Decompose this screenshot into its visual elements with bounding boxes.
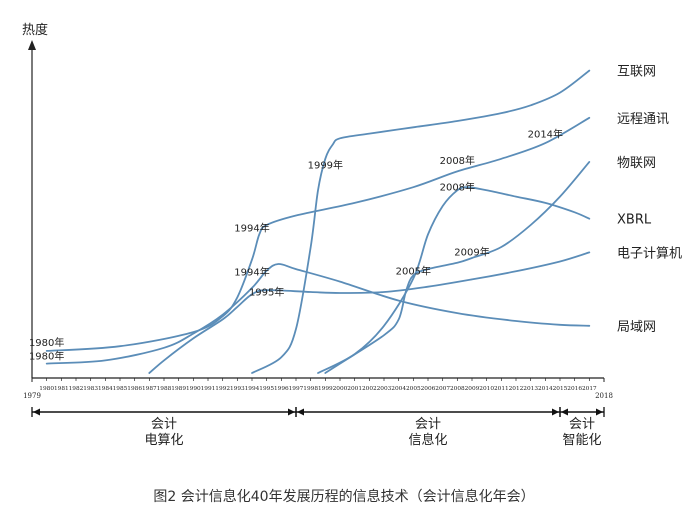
point-label-8: 2008年 [440, 180, 475, 193]
point-label-6: 2008年 [440, 154, 475, 167]
x-start-label: 1979 [23, 392, 41, 400]
x-tick-label: 2006 [421, 386, 436, 392]
period-label-1-1: 信息化 [408, 432, 447, 448]
series-label-1: 远程通讯 [617, 112, 669, 127]
point-label-1: 1980年 [29, 349, 64, 362]
x-tick-label: 1990 [186, 386, 201, 392]
period-arrow-right-0 [288, 408, 295, 416]
x-tick-label: 1997 [289, 386, 304, 392]
period-arrow-right-1 [552, 408, 559, 416]
x-tick-label: 2007 [435, 386, 450, 392]
x-tick-label: 2012 [509, 386, 524, 392]
period-arrow-left-0 [33, 408, 40, 416]
series-label-2: 物联网 [617, 156, 656, 171]
x-tick-label: 1992 [215, 386, 230, 392]
x-tick-label: 1995 [259, 386, 274, 392]
point-label-5: 1999年 [308, 158, 343, 171]
series-label-5: 局域网 [617, 320, 656, 335]
period-arrow-left-2 [561, 408, 568, 416]
y-axis-label: 热度 [22, 22, 48, 38]
chart-axes: 热度 [22, 22, 605, 382]
x-tick-label: 1981 [54, 386, 69, 392]
series-label-3: XBRL [617, 213, 652, 228]
x-end-label: 2018 [595, 392, 613, 400]
x-tick-label: 2000 [333, 386, 348, 392]
period-label-2-0: 会计 [569, 417, 595, 432]
x-tick-label: 1980 [39, 386, 54, 392]
x-tick-label: 1985 [113, 386, 128, 392]
x-tick-label: 2004 [391, 386, 406, 392]
period-arrow-left-1 [297, 408, 304, 416]
point-label-4: 1995年 [249, 286, 284, 299]
point-label-2: 1994年 [234, 221, 269, 234]
x-tick-label: 2017 [582, 386, 597, 392]
x-tick-label: 1986 [127, 386, 142, 392]
point-label-7: 2014年 [528, 128, 563, 141]
figure-caption: 图2 会计信息化40年发展历程的信息技术（会计信息化年会） [153, 489, 535, 505]
x-tick-label: 1993 [230, 386, 245, 392]
point-label-3: 1994年 [234, 265, 269, 278]
series-line-1 [45, 116, 591, 352]
x-tick-label: 2013 [523, 386, 538, 392]
series-line-4 [148, 251, 591, 374]
series-line-3 [317, 186, 591, 374]
x-tick-label: 2005 [406, 386, 421, 392]
series-label-4: 电子计算机 [617, 246, 682, 261]
x-tick-label: 1982 [69, 386, 84, 392]
series-lines [45, 69, 591, 374]
x-tick-label: 1984 [98, 386, 113, 392]
x-tick-label: 1999 [318, 386, 333, 392]
point-label-9: 2009年 [454, 246, 489, 259]
x-tick-label: 1987 [142, 386, 157, 392]
x-tick-label: 2015 [553, 386, 568, 392]
x-tick-label: 1989 [171, 386, 186, 392]
x-tick-label: 1996 [274, 386, 289, 392]
x-tick-label: 2003 [377, 386, 392, 392]
x-tick-label: 2001 [347, 386, 362, 392]
x-tick-label: 1983 [83, 386, 98, 392]
point-label-0: 1980年 [29, 336, 64, 349]
x-tick-label: 2014 [538, 386, 553, 392]
y-axis-arrow [28, 40, 36, 50]
x-tick-label: 1998 [303, 386, 318, 392]
series-line-0 [251, 69, 591, 374]
x-tick-label: 1991 [201, 386, 216, 392]
x-tick-label: 2009 [465, 386, 480, 392]
period-label-2-1: 智能化 [562, 433, 601, 448]
period-label-1-0: 会计 [415, 417, 441, 432]
x-tick-labels: 1979 2018 1980 1981 1982 1983 1984 1985 1986 1987… [23, 378, 613, 400]
period-arrow-right-2 [596, 408, 603, 416]
x-tick-label: 1994 [245, 386, 260, 392]
x-tick-label: 1988 [157, 386, 172, 392]
series-line-2 [324, 161, 591, 374]
period-label-0-0: 会计 [151, 417, 177, 432]
x-tick-label: 2016 [567, 386, 582, 392]
x-tick-label: 2002 [362, 386, 377, 392]
series-label-0: 互联网 [617, 65, 656, 80]
x-tick-label: 2008 [450, 386, 465, 392]
x-tick-label: 2011 [494, 386, 509, 392]
period-label-0-1: 电算化 [144, 433, 183, 448]
x-tick-label: 2010 [479, 386, 494, 392]
series-line-5 [45, 263, 591, 365]
point-label-10: 2005年 [396, 264, 431, 277]
